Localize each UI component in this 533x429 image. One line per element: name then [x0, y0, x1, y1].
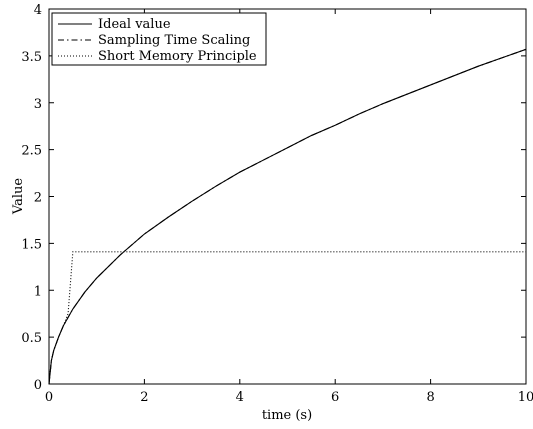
- y-tick-label: 3: [34, 97, 42, 112]
- x-axis-label: time (s): [262, 408, 312, 423]
- series-line-2: [48, 251, 526, 385]
- y-tick-label: 1.5: [21, 237, 42, 252]
- x-tick-label: 6: [331, 390, 339, 405]
- y-tick-label: 2: [34, 191, 42, 206]
- series-line-1: [48, 48, 527, 385]
- x-tick-label: 4: [236, 390, 244, 405]
- y-tick-label: 2.5: [21, 144, 42, 159]
- y-axis-ticks: 0 0.5 1 1.5 2 2.5 3 3.5 4: [21, 3, 526, 393]
- y-tick-label: 1: [34, 284, 42, 299]
- legend-label-0: Ideal value: [98, 17, 171, 32]
- x-tick-label: 10: [518, 390, 533, 405]
- series-layer: [48, 48, 527, 385]
- x-tick-label: 8: [426, 390, 434, 405]
- x-tick-label: 0: [45, 390, 53, 405]
- x-axis-ticks: 0 2 4 6 8 10: [45, 9, 533, 405]
- x-tick-label: 2: [140, 390, 148, 405]
- y-axis-label: Value: [11, 178, 26, 215]
- legend-label-1: Sampling Time Scaling: [98, 33, 250, 48]
- y-tick-label: 0.5: [21, 331, 42, 346]
- y-tick-label: 0: [34, 378, 42, 393]
- legend-box: [51, 12, 267, 66]
- legend-label-2: Short Memory Principle: [98, 49, 257, 64]
- series-line-0: [48, 48, 527, 385]
- y-tick-label: 4: [34, 3, 42, 18]
- y-tick-label: 3.5: [21, 50, 42, 65]
